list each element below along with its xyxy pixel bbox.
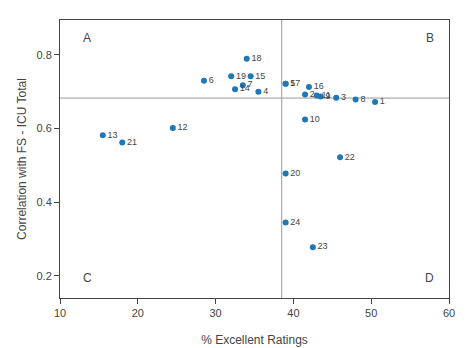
svg-text:19: 19 — [236, 71, 246, 81]
svg-text:3: 3 — [341, 92, 346, 102]
svg-text:0.4: 0.4 — [37, 196, 52, 208]
svg-text:60: 60 — [443, 307, 455, 319]
svg-text:11: 11 — [321, 90, 330, 100]
svg-text:16: 16 — [314, 81, 324, 91]
svg-text:9: 9 — [325, 91, 330, 101]
svg-text:6: 6 — [209, 75, 214, 85]
svg-text:0.2: 0.2 — [37, 270, 52, 282]
svg-text:10: 10 — [54, 307, 66, 319]
svg-text:20: 20 — [132, 307, 144, 319]
svg-text:20: 20 — [290, 168, 300, 178]
svg-text:40: 40 — [287, 307, 299, 319]
svg-text:A: A — [83, 31, 91, 45]
svg-text:D: D — [425, 271, 434, 285]
svg-text:B: B — [426, 31, 434, 45]
svg-text:21: 21 — [127, 137, 137, 147]
svg-text:2: 2 — [310, 89, 315, 99]
svg-text:C: C — [83, 271, 92, 285]
svg-text:14: 14 — [240, 83, 250, 93]
svg-text:8: 8 — [360, 94, 365, 104]
svg-text:0.8: 0.8 — [37, 49, 52, 61]
svg-text:4: 4 — [263, 86, 268, 96]
svg-text:22: 22 — [345, 152, 355, 162]
svg-text:23: 23 — [318, 241, 328, 251]
svg-text:17: 17 — [290, 78, 300, 88]
svg-text:Correlation with FS - ICU Tota: Correlation with FS - ICU Total — [15, 78, 29, 240]
svg-text:12: 12 — [178, 122, 188, 132]
svg-text:30: 30 — [209, 307, 221, 319]
svg-text:0.6: 0.6 — [37, 122, 52, 134]
svg-text:50: 50 — [365, 307, 377, 319]
svg-text:13: 13 — [108, 130, 118, 140]
svg-text:10: 10 — [310, 114, 320, 124]
svg-text:1: 1 — [380, 96, 385, 106]
svg-text:% Excellent Ratings: % Excellent Ratings — [201, 333, 308, 347]
svg-text:15: 15 — [255, 71, 265, 81]
svg-text:7: 7 — [248, 79, 253, 89]
svg-text:18: 18 — [251, 53, 261, 63]
svg-text:24: 24 — [290, 217, 300, 227]
svg-text:5: 5 — [290, 78, 295, 88]
